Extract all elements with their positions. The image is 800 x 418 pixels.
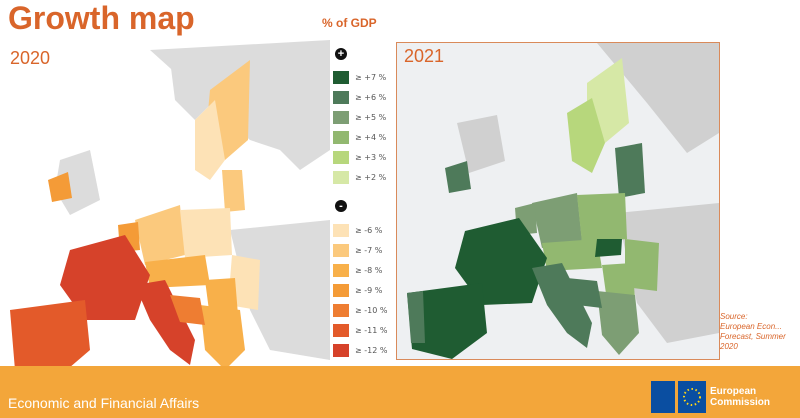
legend-negative-row: ≥ -9 % [333, 283, 382, 297]
legend-positive-symbol: + [335, 48, 347, 60]
legend-negative-swatch [333, 343, 349, 357]
legend-positive-label: ≥ +3 % [355, 152, 387, 162]
legend-positive-swatch [333, 150, 349, 164]
legend-negative-swatch [333, 303, 349, 317]
legend-positive-swatch [333, 90, 349, 104]
legend-negative-label: ≥ -9 % [355, 285, 383, 295]
source-line-1: Source: [720, 312, 748, 321]
legend-negative-swatch [333, 283, 349, 297]
year-label-2021: 2021 [404, 46, 445, 66]
legend-positive-row: ≥ +3 % [333, 150, 386, 164]
legend-negative-row: ≥ -6 % [333, 223, 382, 237]
source-line-2: European Econ... [720, 322, 782, 331]
legend-positive-row: ≥ +6 % [333, 90, 386, 104]
legend-negative-label: ≥ -8 % [355, 265, 383, 275]
legend-positive-swatch [333, 130, 349, 144]
legend-positive-label: ≥ +2 % [355, 172, 387, 182]
map-2021 [407, 43, 719, 359]
legend-positive-label: ≥ +4 % [355, 132, 387, 142]
legend-positive-swatch [333, 70, 349, 84]
year-label-2020: 2020 [10, 48, 51, 68]
map-2020 [10, 40, 330, 380]
source-line-3: Forecast, Summer [720, 332, 786, 341]
legend-positive-row: ≥ +7 % [333, 70, 386, 84]
legend-positive-label: ≥ +7 % [355, 72, 387, 82]
source-note: Source: European Econ... Forecast, Summe… [720, 312, 800, 352]
legend-negative-row: ≥ -11 % [333, 323, 387, 337]
ec-name: European Commission [710, 386, 770, 408]
legend-negative-label: ≥ -11 % [355, 325, 388, 335]
legend-negative-swatch [333, 323, 349, 337]
legend-negative-row: ≥ -10 % [333, 303, 387, 317]
legend-positive-row: ≥ +5 % [333, 110, 386, 124]
legend-negative-swatch [333, 223, 349, 237]
eu-flag-icon [678, 381, 706, 413]
legend-unit: % of GDP [322, 16, 377, 30]
map-title: Growth map [8, 0, 195, 36]
legend-positive-row: ≥ +4 % [333, 130, 386, 144]
legend-negative-row: ≥ -8 % [333, 263, 382, 277]
source-line-4: 2020 [720, 342, 738, 351]
legend-negative-label: ≥ -7 % [355, 245, 383, 255]
legend-negative-label: ≥ -12 % [355, 345, 388, 355]
legend-positive-label: ≥ +5 % [355, 112, 387, 122]
legend-positive-label: ≥ +6 % [355, 92, 387, 102]
legend-positive-swatch [333, 170, 349, 184]
legend-negative-label: ≥ -10 % [355, 305, 388, 315]
ec-name-line-1: European [710, 386, 757, 397]
legend-negative-label: ≥ -6 % [355, 225, 383, 235]
legend-negative-symbol: - [335, 200, 347, 212]
ec-name-line-2: Commission [710, 397, 771, 408]
legend-positive-swatch [333, 110, 349, 124]
legend-negative-swatch [333, 263, 349, 277]
map-2021-frame [396, 42, 720, 360]
ec-building-logo-icon [651, 381, 675, 413]
legend-negative-row: ≥ -7 % [333, 243, 382, 257]
legend-negative-swatch [333, 243, 349, 257]
legend-positive-row: ≥ +2 % [333, 170, 386, 184]
legend-negative-row: ≥ -12 % [333, 343, 387, 357]
footer-dg-name: Economic and Financial Affairs [8, 395, 200, 411]
